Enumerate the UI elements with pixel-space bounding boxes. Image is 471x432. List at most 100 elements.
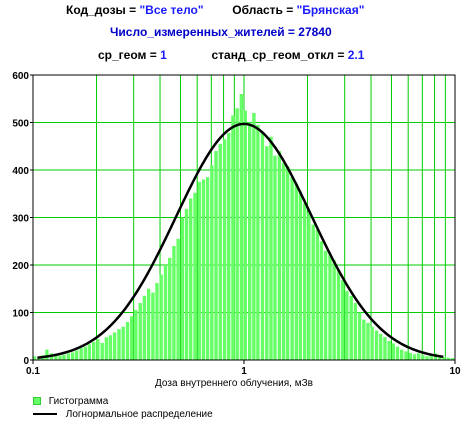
y-tick-label: 600 [12,71,29,82]
y-tick-label: 0 [23,356,29,367]
legend-histogram-label: Гистограмма [48,396,109,407]
histogram-bar [400,349,404,360]
histogram-bar [45,349,49,360]
histogram-bar [231,115,235,360]
histogram-bar [117,329,121,360]
histogram-bar [222,139,227,360]
histogram-bar [146,288,151,360]
histogram-bar [75,350,79,360]
histogram-bar [260,132,265,360]
histogram-bar [294,183,299,360]
histogram-bar [62,354,66,360]
histogram-bar [79,348,83,360]
histogram-bar [408,352,412,360]
histogram-bar [416,353,421,360]
histogram-bar [353,303,358,360]
histogram-bar [125,322,130,360]
histogram-bar [83,346,88,360]
x-tick-label: 1 [241,366,247,377]
histogram-bar [112,332,117,360]
histogram-bar [328,254,332,360]
geo-sd-value: 2.1 [347,48,365,62]
histogram-bar [129,316,134,360]
histogram-bar [248,122,252,360]
histogram-bar [303,203,307,360]
histogram-bar [442,357,446,360]
histogram-bar [315,229,320,360]
histogram-bar [180,217,185,360]
histogram-bar [138,303,142,360]
histogram-bar [340,280,345,360]
histogram-bar [332,260,336,360]
histogram-swatch [33,397,41,406]
legend-lognormal-label: Логнормальное распределение [65,409,213,420]
x-axis-label: Доза внутреннего облучения, мЗв [155,377,313,389]
histogram-bar [438,356,442,360]
histogram-bar [379,333,383,360]
histogram-bar [404,351,408,360]
histogram-bar [345,291,349,360]
histogram-bar [70,352,75,360]
region-value: "Брянская" [296,3,365,17]
histogram-bar [387,341,391,360]
histogram-bar [155,283,159,360]
lognormal-curve [37,122,444,359]
histogram-bar [311,224,315,360]
histogram-bar [307,212,311,360]
histogram-bar [151,292,155,360]
histogram-bar [210,165,214,360]
histogram-bar [383,337,387,360]
histogram-bar [412,354,417,360]
curve-swatch [33,413,57,416]
histogram-bar [104,337,109,360]
histogram-bar [357,312,362,360]
geo-mean-key: ср_геом = [98,48,157,62]
histogram-bar [121,326,125,360]
histogram-bar [214,151,218,360]
y-axis-ticks: 0 100 200 300 400 500 600 [12,71,33,367]
histogram-bar [58,355,62,360]
geo-sd-key: станд_ср_геом_откл = [211,48,345,62]
histogram-bar [286,166,290,360]
y-tick-label: 100 [12,309,29,320]
histogram-bar [87,344,92,360]
x-tick-label: 0.1 [26,366,40,377]
histogram-bar [197,181,201,360]
count-key: Число_измеренных_жителей = [110,25,295,39]
histogram-bar [298,191,303,360]
histogram-bar [218,143,222,360]
histogram-bar [96,339,100,360]
x-axis-ticks: 0.1 1 10 [26,360,461,377]
legend-lognormal: Логнормальное распределение [33,409,213,420]
histogram-bar [66,353,71,360]
histogram-bar [189,198,193,360]
histogram-bar [336,269,341,360]
histogram-bar [235,108,239,360]
legend-histogram: Гистограмма [33,396,108,407]
histogram-bar [281,162,286,360]
dose-code-key: Код_дозы = [66,3,137,17]
histogram-bar [159,274,163,360]
histogram-bar [370,326,374,360]
histogram-bar [108,335,113,360]
header-line-2: Число_измеренных_жителей = 27840 [110,25,332,39]
histogram-bar [290,177,294,360]
region-key: Область = [232,3,294,17]
histogram-bar [277,151,282,360]
histogram-bar [425,356,429,360]
histogram-bar [92,341,96,360]
geo-mean-value: 1 [160,48,167,62]
histogram-bar [319,241,324,360]
histogram-bar [176,238,180,360]
histogram-bar [429,354,433,360]
histogram-bar [134,310,138,360]
histogram-bars [32,94,455,360]
y-tick-label: 400 [12,166,29,177]
histogram-bar [395,346,400,360]
header-line-1: Код_дозы = "Все тело" Область = "Брянска… [66,3,364,17]
histogram-bar [252,113,256,360]
histogram-bar [323,250,328,360]
count-value: 27840 [298,25,332,39]
histogram-bar [273,155,277,360]
histogram-bar [374,330,379,360]
